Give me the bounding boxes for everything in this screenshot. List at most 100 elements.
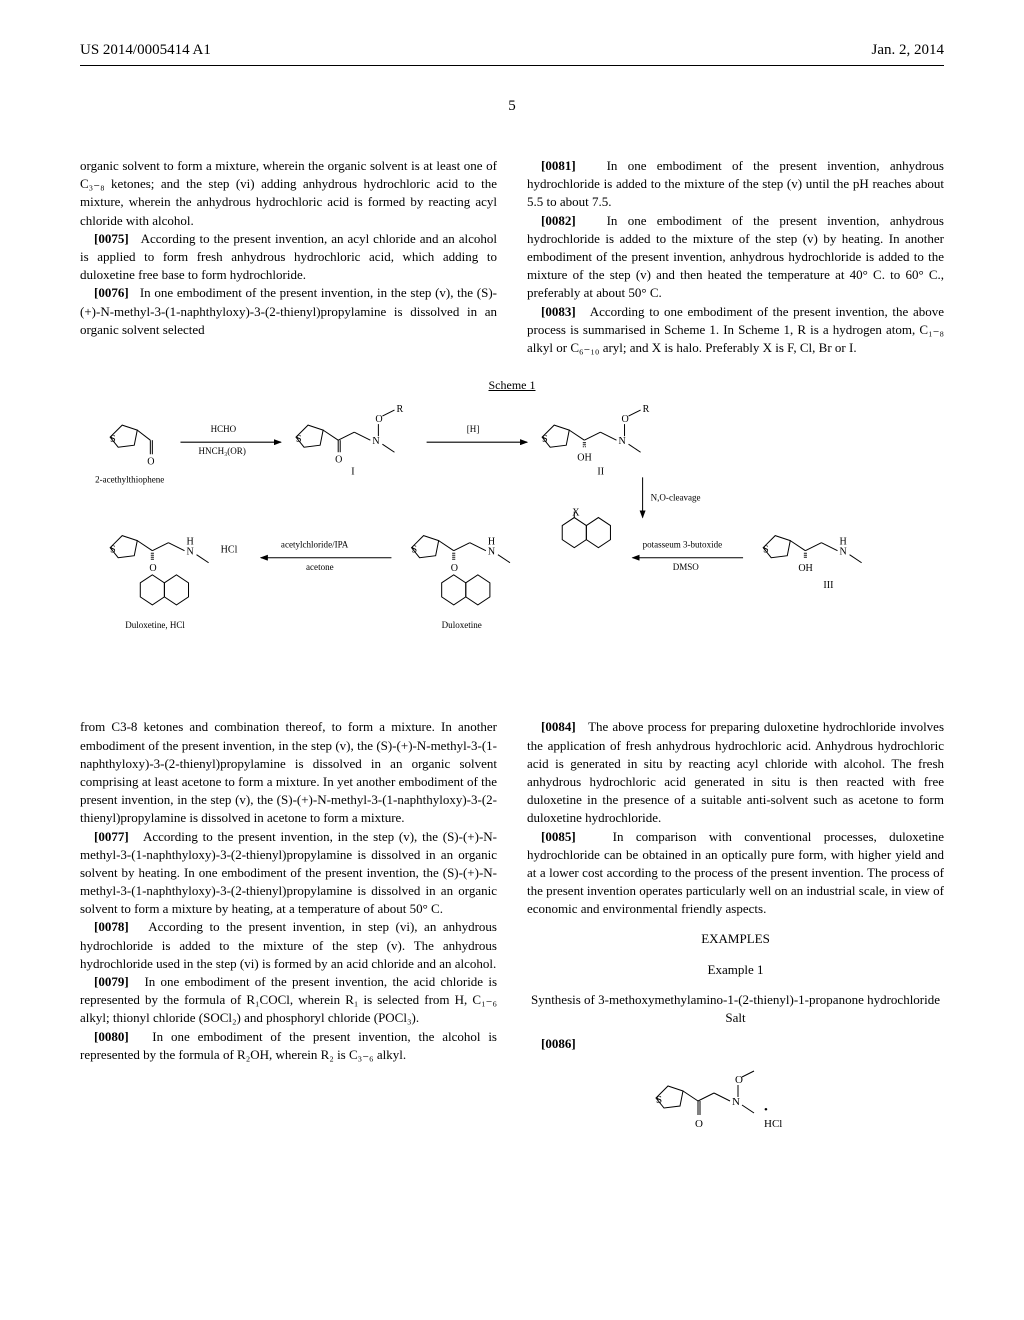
page-number: 5 bbox=[80, 96, 944, 117]
para-0075: [0075] According to the present inventio… bbox=[80, 230, 497, 285]
svg-text:O: O bbox=[149, 563, 156, 574]
svg-text:potasseum 3-butoxide: potasseum 3-butoxide bbox=[643, 540, 723, 550]
svg-text:[H]: [H] bbox=[467, 424, 480, 434]
svg-text:N,O-cleavage: N,O-cleavage bbox=[651, 492, 701, 502]
svg-text:O: O bbox=[695, 1118, 703, 1130]
lower-columns: from C3-8 ketones and combination thereo… bbox=[80, 718, 944, 1158]
svg-text:R: R bbox=[643, 404, 650, 415]
para-num: [0076] bbox=[94, 285, 129, 300]
svg-text:H: H bbox=[840, 537, 847, 548]
svg-text:•: • bbox=[764, 1104, 768, 1116]
para-text: In comparison with conventional processe… bbox=[527, 829, 944, 917]
para-num: [0083] bbox=[541, 304, 576, 319]
left-column-lower: from C3-8 ketones and combination thereo… bbox=[80, 718, 497, 1158]
svg-text:I: I bbox=[351, 466, 354, 477]
example-1-structure: .mol2 { stroke: #000; stroke-width: 1; f… bbox=[527, 1063, 944, 1148]
svg-text:OH: OH bbox=[798, 563, 813, 574]
svg-text:HCl: HCl bbox=[221, 545, 238, 556]
svg-text:O: O bbox=[147, 456, 154, 467]
para-text: In one embodiment of the present inventi… bbox=[80, 285, 497, 336]
para-0078: [0078] According to the present inventio… bbox=[80, 918, 497, 973]
para-0082: [0082] In one embodiment of the present … bbox=[527, 212, 944, 303]
svg-text:OH: OH bbox=[577, 452, 592, 463]
para-0083: [0083] According to one embodiment of th… bbox=[527, 303, 944, 358]
svg-text:II: II bbox=[597, 466, 604, 477]
para-text: According to the present invention, an a… bbox=[80, 231, 497, 282]
example-1-subtitle: Synthesis of 3-methoxymethylamino-1-(2-t… bbox=[527, 991, 944, 1027]
svg-text:S: S bbox=[656, 1094, 662, 1106]
svg-text:X: X bbox=[572, 507, 580, 518]
svg-text:N: N bbox=[840, 547, 848, 558]
label-start: 2-acethylthiophene bbox=[95, 474, 164, 484]
para-0079: [0079] In one embodiment of the present … bbox=[80, 973, 497, 1028]
svg-text:N: N bbox=[186, 547, 194, 558]
patent-number: US 2014/0005414 A1 bbox=[80, 40, 211, 61]
svg-text:acetylchloride/IPA: acetylchloride/IPA bbox=[281, 540, 349, 550]
svg-text:N: N bbox=[372, 436, 380, 447]
svg-text:N: N bbox=[618, 436, 626, 447]
svg-text:S: S bbox=[542, 434, 548, 445]
para-0077: [0077] According to the present inventio… bbox=[80, 828, 497, 919]
upper-columns: organic solvent to form a mixture, where… bbox=[80, 157, 944, 357]
svg-text:H: H bbox=[186, 537, 193, 548]
para-0085: [0085] In comparison with conventional p… bbox=[527, 828, 944, 919]
svg-text:N: N bbox=[732, 1096, 740, 1108]
para-num: [0082] bbox=[541, 213, 576, 228]
svg-text:R: R bbox=[396, 404, 403, 415]
svg-text:S: S bbox=[296, 434, 302, 445]
svg-text:O: O bbox=[375, 414, 382, 425]
para-num: [0081] bbox=[541, 158, 576, 173]
para-text: According to one embodiment of the prese… bbox=[527, 304, 944, 355]
para-text: In one embodiment of the present inventi… bbox=[527, 213, 944, 301]
para-cont-lower: from C3-8 ketones and combination thereo… bbox=[80, 718, 497, 827]
svg-text:O: O bbox=[622, 414, 629, 425]
svg-text:Duloxetine, HCl: Duloxetine, HCl bbox=[125, 620, 185, 630]
svg-text:O: O bbox=[451, 563, 458, 574]
svg-text:S: S bbox=[763, 545, 769, 556]
para-num: [0079] bbox=[94, 974, 129, 989]
svg-text:S: S bbox=[110, 545, 116, 556]
para-0076: [0076] In one embodiment of the present … bbox=[80, 284, 497, 339]
svg-text:DMSO: DMSO bbox=[673, 562, 700, 572]
examples-heading: EXAMPLES bbox=[527, 930, 944, 948]
svg-text:N: N bbox=[488, 547, 496, 558]
scheme-1: Scheme 1 .mol { stroke: #000; stroke-wid… bbox=[80, 377, 944, 698]
para-text: In one embodiment of the present inventi… bbox=[527, 158, 944, 209]
scheme-diagram: .mol { stroke: #000; stroke-width: 1; fi… bbox=[80, 402, 944, 693]
svg-text:acetone: acetone bbox=[306, 562, 334, 572]
para-continuation: organic solvent to form a mixture, where… bbox=[80, 157, 497, 230]
para-0081: [0081] In one embodiment of the present … bbox=[527, 157, 944, 212]
svg-text:III: III bbox=[823, 580, 833, 591]
example-1-heading: Example 1 bbox=[527, 961, 944, 979]
para-0086: [0086] bbox=[527, 1035, 944, 1053]
page-header: US 2014/0005414 A1 Jan. 2, 2014 bbox=[80, 40, 944, 66]
para-num: [0086] bbox=[541, 1036, 576, 1051]
para-num: [0077] bbox=[94, 829, 129, 844]
para-text: In one embodiment of the present inventi… bbox=[80, 1029, 497, 1062]
svg-text:HCl: HCl bbox=[764, 1118, 782, 1130]
para-num: [0085] bbox=[541, 829, 576, 844]
svg-text:O: O bbox=[735, 1074, 743, 1086]
para-num: [0075] bbox=[94, 231, 129, 246]
patent-date: Jan. 2, 2014 bbox=[872, 40, 945, 61]
scheme-label: Scheme 1 bbox=[80, 377, 944, 394]
svg-text:HNCH₃(OR): HNCH₃(OR) bbox=[199, 446, 246, 456]
svg-text:O: O bbox=[335, 454, 342, 465]
para-text: In one embodiment of the present inventi… bbox=[80, 974, 497, 1025]
left-column-upper: organic solvent to form a mixture, where… bbox=[80, 157, 497, 357]
svg-text:HCHO: HCHO bbox=[211, 424, 237, 434]
para-0080: [0080] In one embodiment of the present … bbox=[80, 1028, 497, 1064]
para-text: According to the present invention, in t… bbox=[80, 829, 497, 917]
svg-text:Duloxetine: Duloxetine bbox=[442, 620, 482, 630]
right-column-lower: [0084] The above process for preparing d… bbox=[527, 718, 944, 1158]
para-num: [0084] bbox=[541, 719, 576, 734]
para-num: [0078] bbox=[94, 919, 129, 934]
para-text: According to the present invention, in s… bbox=[80, 919, 497, 970]
svg-text:S: S bbox=[412, 545, 418, 556]
para-0084: [0084] The above process for preparing d… bbox=[527, 718, 944, 827]
para-text: The above process for preparing duloxeti… bbox=[527, 719, 944, 825]
right-column-upper: [0081] In one embodiment of the present … bbox=[527, 157, 944, 357]
para-num: [0080] bbox=[94, 1029, 129, 1044]
svg-text:S: S bbox=[110, 434, 116, 445]
svg-text:H: H bbox=[488, 537, 495, 548]
